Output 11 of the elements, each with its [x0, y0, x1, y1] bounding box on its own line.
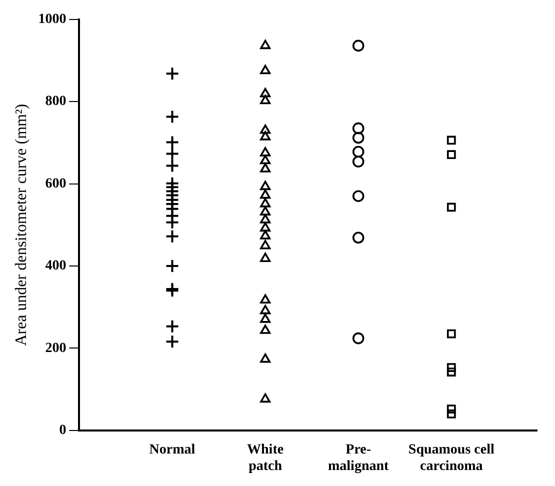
y-tick-label: 800 — [45, 94, 66, 110]
y-tick-label: 600 — [45, 176, 66, 192]
y-tick-label: 200 — [45, 340, 66, 356]
x-tick-label: Normal — [149, 442, 196, 458]
x-tick-label: White patch — [247, 442, 284, 474]
y-tick-label: 400 — [45, 258, 66, 274]
x-tick-label: Squamous cell carcinoma — [408, 442, 494, 474]
x-tick-label: Pre-malignant — [328, 442, 390, 474]
y-tick-label: 1000 — [38, 12, 66, 28]
y-tick-label: 0 — [59, 423, 66, 438]
y-axis-title: Area under densitometer curve (mm²) — [12, 104, 30, 346]
